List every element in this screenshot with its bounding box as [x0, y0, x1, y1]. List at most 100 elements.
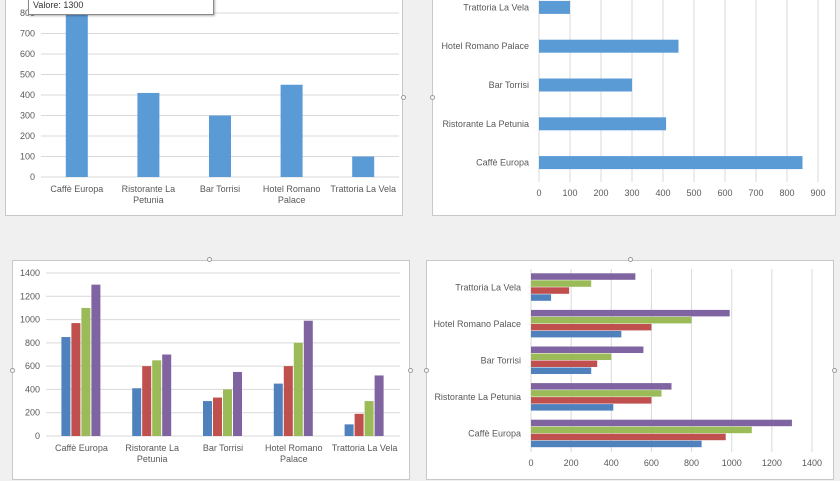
- resize-handle[interactable]: [207, 257, 212, 262]
- y-tick-label: 800: [20, 8, 35, 18]
- bar: [273, 383, 283, 436]
- x-tick-label: 700: [748, 188, 763, 198]
- bar: [531, 323, 652, 331]
- y-tick-label: 0: [30, 172, 35, 182]
- bar: [152, 360, 162, 436]
- chart-4-svg: 0 200 400 600 800 1000 1200 1400 Caffè Europa Ris…: [433, 269, 822, 468]
- y-tick-label: 100: [20, 152, 35, 162]
- y-tick-label: 0: [35, 431, 40, 441]
- x-tick-label: 1200: [762, 458, 782, 468]
- bar: [293, 342, 303, 436]
- bar: [374, 375, 384, 436]
- bar: [162, 354, 172, 436]
- x-tick-label: Caffè Europa: [50, 184, 103, 194]
- y-tick-label: Trattoria La Vela: [463, 2, 529, 12]
- x-tick-label: Hotel Romano: [265, 443, 323, 453]
- chart-panel-2[interactable]: 0 100 200 300 400 500 600 700 800 900 Caffè Europa…: [432, 0, 836, 216]
- bar: [91, 284, 101, 436]
- x-tick-label: 200: [564, 458, 579, 468]
- x-tick-label: 300: [624, 188, 639, 198]
- chart-1-svg: 0 100 200 300 400 500 600 700 800 Caffè Europa Ris…: [20, 8, 399, 205]
- x-tick-label: Trattoria La Vela: [332, 443, 398, 453]
- y-tick-label: Trattoria La Vela: [455, 282, 521, 292]
- x-tick-label: Caffè Europa: [55, 443, 108, 453]
- y-tick-label: Caffè Europa: [476, 158, 529, 168]
- x-tick-label: 200: [593, 188, 608, 198]
- x-tick-label: 600: [644, 458, 659, 468]
- bar: [531, 280, 592, 287]
- x-tick-label: Petunia: [133, 195, 164, 205]
- bar: [539, 39, 679, 53]
- bar: [233, 371, 242, 436]
- y-tick-label: Hotel Romano Palace: [441, 41, 529, 51]
- x-tick-label: Ristorante La: [125, 443, 179, 453]
- resize-handle[interactable]: [401, 95, 406, 100]
- x-tick-label: 0: [536, 188, 541, 198]
- resize-handle[interactable]: [430, 95, 435, 100]
- x-tick-label: 800: [779, 188, 794, 198]
- bar: [364, 401, 374, 436]
- y-tick-label: 200: [25, 408, 40, 418]
- bar: [213, 397, 222, 436]
- bar: [354, 413, 364, 436]
- x-tick-label: 0: [528, 458, 533, 468]
- x-tick-label: 1000: [722, 458, 742, 468]
- bar: [531, 330, 622, 338]
- bar: [539, 156, 803, 170]
- y-tick-label: 400: [25, 384, 40, 394]
- x-tick-label: Hotel Romano: [263, 184, 321, 194]
- y-tick-label: Hotel Romano Palace: [433, 319, 521, 329]
- y-tick-label: 500: [20, 70, 35, 80]
- bar: [203, 401, 212, 436]
- x-tick-label: 400: [604, 458, 619, 468]
- bar: [539, 117, 667, 131]
- bar: [539, 0, 570, 14]
- x-tick-label: 600: [717, 188, 732, 198]
- y-tick-label: 800: [25, 338, 40, 348]
- chart-panel-4[interactable]: 0 200 400 600 800 1000 1200 1400 Caffè Europa Ris…: [426, 260, 834, 480]
- bar: [531, 353, 612, 360]
- resize-handle[interactable]: [628, 257, 633, 262]
- y-tick-label: 200: [20, 131, 35, 141]
- bar: [531, 309, 730, 317]
- bar: [280, 84, 303, 177]
- bar: [531, 404, 614, 411]
- x-tick-label: 900: [810, 188, 825, 198]
- bar: [71, 323, 81, 436]
- y-tick-label: Bar Torrisi: [489, 80, 529, 90]
- x-tick-label: 100: [562, 188, 577, 198]
- x-tick-label: 500: [686, 188, 701, 198]
- bar: [539, 78, 632, 92]
- y-tick-label: Ristorante La Petunia: [434, 392, 521, 402]
- bar: [65, 13, 88, 177]
- y-tick-label: 600: [20, 49, 35, 59]
- tooltip-value: Valore: 1300: [33, 0, 84, 10]
- x-tick-label: Bar Torrisi: [200, 184, 240, 194]
- bar: [81, 307, 91, 436]
- bar: [531, 360, 598, 367]
- resize-handle[interactable]: [424, 368, 429, 373]
- x-tick-label: Ristorante La: [122, 184, 176, 194]
- bar: [531, 316, 692, 324]
- data-tooltip: Valore: 1300: [28, 0, 214, 15]
- bar: [352, 156, 375, 177]
- chart-3-svg: 0 200 400 600 800 1000 1200 1400 Caffè Europa Ris…: [20, 268, 400, 464]
- resize-handle[interactable]: [10, 368, 15, 373]
- x-tick-label: 800: [684, 458, 699, 468]
- bar: [344, 424, 354, 436]
- bar: [531, 440, 702, 448]
- x-tick-label: Palace: [280, 454, 308, 464]
- y-tick-label: 1400: [20, 268, 40, 278]
- bar: [142, 366, 152, 436]
- x-tick-label: 1400: [802, 458, 822, 468]
- bar: [137, 92, 160, 177]
- bar: [531, 367, 592, 374]
- x-tick-label: Palace: [278, 195, 306, 205]
- bar: [531, 287, 570, 294]
- chart-panel-1[interactable]: 0 100 200 300 400 500 600 700 800 Caffè Europa Ris…: [5, 0, 403, 216]
- bar: [531, 397, 652, 404]
- resize-handle[interactable]: [408, 368, 413, 373]
- resize-handle[interactable]: [832, 368, 837, 373]
- bar: [132, 388, 142, 436]
- chart-panel-3[interactable]: 0 200 400 600 800 1000 1200 1400 Caffè Europa Ris…: [12, 260, 410, 480]
